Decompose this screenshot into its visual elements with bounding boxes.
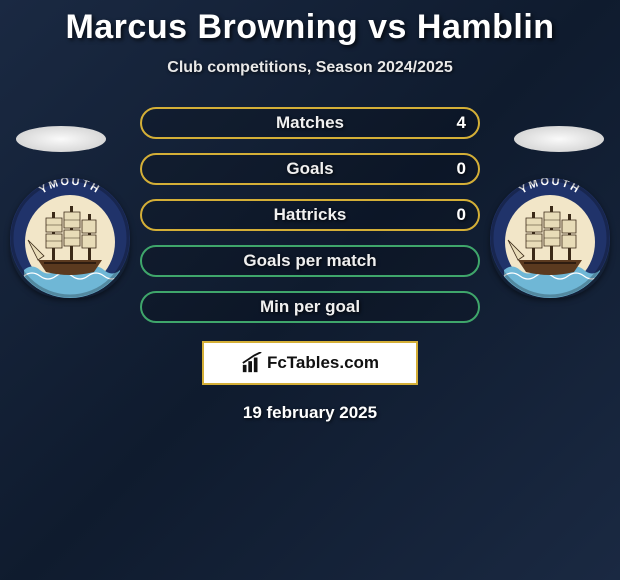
stat-bar: Hattricks 0 [140, 199, 480, 231]
bar-chart-icon [241, 352, 263, 374]
stat-label: Hattricks [274, 205, 347, 225]
player-slot-left [16, 126, 106, 152]
stat-label: Goals [286, 159, 333, 179]
club-badge-right: YMOUTH [490, 178, 610, 298]
page-subtitle: Club competitions, Season 2024/2025 [0, 59, 620, 77]
stat-bar: Matches 4 [140, 107, 480, 139]
branding-text: FcTables.com [267, 353, 379, 373]
branding-box: FcTables.com [202, 341, 418, 385]
stat-value-right: 0 [457, 159, 466, 179]
page-title: Marcus Browning vs Hamblin [0, 8, 620, 47]
stat-label: Min per goal [260, 297, 360, 317]
player-slot-right [514, 126, 604, 152]
stat-label: Matches [276, 113, 344, 133]
stat-bar: Goals 0 [140, 153, 480, 185]
footer-date: 19 february 2025 [0, 403, 620, 423]
stat-value-right: 4 [457, 113, 466, 133]
stat-bar: Goals per match [140, 245, 480, 277]
stat-bar: Min per goal [140, 291, 480, 323]
stat-label: Goals per match [243, 251, 376, 271]
club-badge-left: YMOUTH [10, 178, 130, 298]
stat-value-right: 0 [457, 205, 466, 225]
